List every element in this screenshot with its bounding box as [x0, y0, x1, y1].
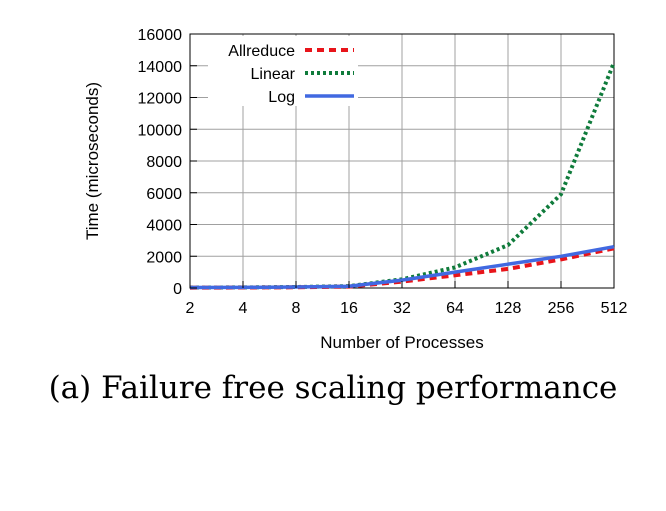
x-tick-label: 512	[601, 300, 628, 317]
tick-labels: 0 2000 4000 6000 8000 10000 12000 14000 16000 2 4 8…	[138, 27, 628, 317]
y-tick-label: 14000	[138, 59, 183, 76]
y-tick-label: 12000	[138, 91, 183, 108]
y-tick-label: 0	[173, 281, 182, 298]
y-tick-label: 8000	[146, 154, 182, 171]
x-tick-label: 128	[495, 300, 522, 317]
x-tick-label: 2	[186, 300, 195, 317]
y-tick-label: 10000	[138, 122, 183, 139]
y-tick-label: 16000	[138, 27, 183, 44]
x-tick-label: 8	[292, 300, 301, 317]
x-tick-label: 64	[446, 300, 464, 317]
series-line-allreduce	[189, 246, 615, 290]
y-tick-label: 2000	[146, 249, 182, 266]
y-tick-label: 4000	[146, 218, 182, 235]
y-tick-label: 6000	[146, 186, 182, 203]
chart: 0 2000 4000 6000 8000 10000 12000 14000 16000 2 4 8…	[83, 27, 628, 352]
legend: Allreduce Linear Log	[208, 36, 358, 106]
x-tick-label: 32	[393, 300, 411, 317]
legend-label-log: Log	[268, 89, 295, 106]
y-axis-title: Time (microseconds)	[83, 82, 102, 240]
x-tick-label: 256	[548, 300, 575, 317]
x-tick-label: 4	[239, 300, 248, 317]
series-layer	[189, 61, 616, 290]
x-axis-title: Number of Processes	[320, 333, 483, 352]
legend-label-linear: Linear	[251, 66, 296, 83]
legend-label-allreduce: Allreduce	[228, 43, 295, 60]
x-tick-label: 16	[340, 300, 358, 317]
series-line-log	[189, 244, 615, 290]
figure-caption: (a) Failure free scaling performance	[48, 370, 618, 406]
